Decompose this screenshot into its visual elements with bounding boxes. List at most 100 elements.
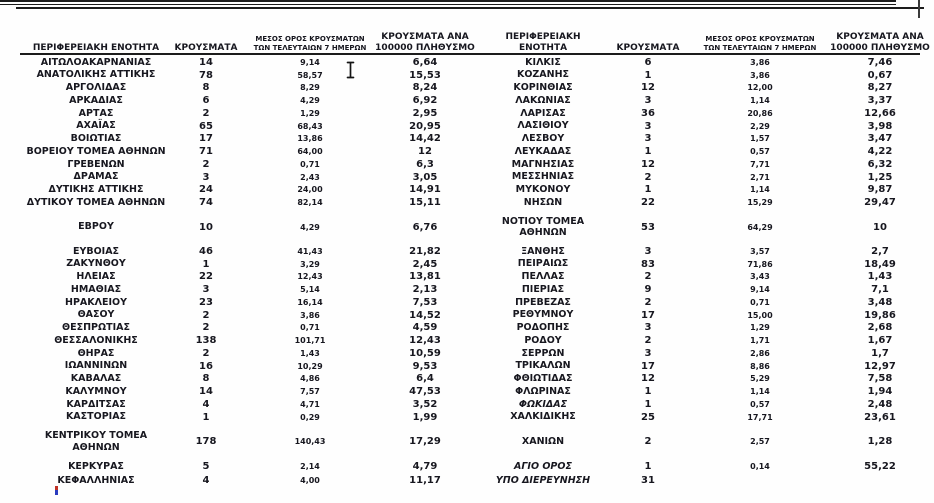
- table-row: ΑΙΤΩΛΟΑΚΑΡΝΑΝΙΑΣ 14 9,14 6,64 ΚΙΛΚΙΣ 6 3,86 7,4…: [20, 56, 920, 69]
- right-region-cell: ΠΙΕΡΙΑΣ: [521, 283, 565, 295]
- right-region-cell: ΦΘΙΩΤΙΔΑΣ: [513, 373, 573, 385]
- right-region-cell: ΥΠΟ ΔΙΕΡΕΥΝΗΣΗ: [495, 475, 591, 487]
- right-avg7-cell: 2,57: [750, 437, 770, 446]
- left-per100k-cell: 3,05: [412, 171, 438, 183]
- right-avg7-cell: 0,14: [750, 462, 770, 472]
- right-cases-cell: 9: [644, 284, 652, 296]
- right-region-cell: ΛΕΥΚΑΔΑΣ: [514, 145, 572, 157]
- left-region-cell: ΘΕΣΠΡΩΤΙΑΣ: [62, 322, 130, 334]
- left-per100k-cell: 2,13: [412, 284, 438, 296]
- right-per100k-cell: 19,86: [864, 309, 896, 321]
- left-avg7-cell: 64,00: [297, 147, 323, 157]
- left-per100k-cell: 20,95: [409, 120, 441, 132]
- right-avg7-cell: 1,14: [750, 387, 770, 397]
- right-cases-cell: 2: [644, 271, 652, 283]
- left-per100k-cell: 8,24: [412, 82, 438, 94]
- table-body: ΑΙΤΩΛΟΑΚΑΡΝΑΝΙΑΣ 14 9,14 6,64 ΚΙΛΚΙΣ 6 3,86 7,4…: [20, 56, 920, 488]
- left-avg7-cell: 4,29: [300, 96, 320, 106]
- right-avg7-cell: 20,86: [747, 108, 773, 118]
- table-row: ΚΑΣΤΟΡΙΑΣ 1 0,29 1,99 ΧΑΛΚΙΔΙΚΗΣ 25 17,71 23,61: [20, 411, 920, 424]
- table-header: ΠΕΡΙΦΕΡΕΙΑΚΗ ΕΝΟΤΗΤΑ ΚΡΟΥΣΜΑΤΑ ΜΕΣΟΣ ΟΡΟ…: [20, 26, 930, 53]
- left-cases-cell: 1: [202, 258, 210, 270]
- table-row: ΗΡΑΚΛΕΙΟΥ 23 16,14 7,53 ΠΡΕΒΕΖΑΣ 2 0,71 3,48: [20, 296, 920, 309]
- right-per100k-cell: 7,58: [867, 373, 893, 385]
- left-avg7-cell: 10,29: [297, 361, 323, 371]
- bottom-double-rule: [0, 0, 896, 5]
- left-per100k-cell: 6,76: [412, 221, 438, 233]
- left-cases-cell: 6: [202, 95, 210, 107]
- right-per100k-cell: 9,87: [867, 184, 893, 196]
- left-avg7-cell: 4,71: [300, 399, 320, 409]
- right-cases-cell: 3: [644, 245, 652, 257]
- left-cases-cell: 65: [199, 120, 213, 132]
- right-cases-cell: 1: [644, 398, 652, 410]
- table-row: ΗΛΕΙΑΣ 22 12,43 13,81 ΠΕΛΛΑΣ 2 3,43 1,43: [20, 271, 920, 284]
- left-per100k-cell: 2,45: [412, 258, 438, 270]
- right-cases-cell: 1: [644, 69, 652, 81]
- right-region-cell: ΑΓΙΟ ΟΡΟΣ: [514, 460, 572, 472]
- left-region-cell: ΔΥΤΙΚΗΣ ΑΤΤΙΚΗΣ: [48, 184, 144, 196]
- left-avg7-cell: 3,86: [300, 310, 320, 320]
- table-row: ΑΡΓΟΛΙΔΑΣ 8 8,29 8,24 ΚΟΡΙΝΘΙΑΣ 12 12,00 8,27: [20, 82, 920, 95]
- left-avg7-cell: 0,71: [300, 323, 320, 333]
- right-per100k-cell: 2,68: [867, 322, 893, 334]
- header-right-region: ΠΕΡΙΦΕΡΕΙΑΚΗ ΕΝΟΤΗΤΑ: [505, 32, 581, 53]
- right-region-cell: ΛΑΣΙΘΙΟΥ: [517, 120, 569, 132]
- right-region-cell: ΡΟΔΟΠΗΣ: [516, 322, 570, 334]
- left-avg7-cell: 68,43: [297, 121, 323, 131]
- right-region-cell: ΜΕΣΣΗΝΙΑΣ: [511, 171, 575, 183]
- right-per100k-cell: 29,47: [864, 197, 896, 209]
- right-cases-cell: 6: [644, 56, 652, 68]
- right-cases-cell: 1: [644, 146, 652, 158]
- left-avg7-cell: 2,43: [300, 172, 320, 182]
- right-avg7-cell: 0,71: [750, 297, 770, 307]
- table-row: ΚΕΦΑΛΛΗΝΙΑΣ 4 4,00 11,17 ΥΠΟ ΔΙΕΡΕΥΝΗΣΗ 31: [20, 474, 920, 488]
- right-avg7-cell: 3,86: [750, 57, 770, 67]
- right-region-cell: ΚΟΡΙΝΘΙΑΣ: [513, 82, 573, 94]
- right-avg7-cell: 2,71: [750, 172, 770, 182]
- table-row: ΑΡΤΑΣ 2 1,29 2,95 ΛΑΡΙΣΑΣ 36 20,86 12,66: [20, 107, 920, 120]
- right-cases-cell: 12: [641, 373, 655, 385]
- right-cases-cell: 1: [644, 461, 652, 473]
- left-per100k-cell: 15,11: [409, 197, 441, 209]
- right-per100k-cell: 1,94: [867, 386, 893, 398]
- right-avg7-cell: 1,14: [750, 96, 770, 106]
- left-per100k-cell: 12,43: [409, 335, 441, 347]
- left-region-cell: ΑΝΑΤΟΛΙΚΗΣ ΑΤΤΙΚΗΣ: [36, 69, 156, 81]
- left-cases-cell: 2: [202, 322, 210, 334]
- right-per100k-cell: 55,22: [864, 461, 896, 473]
- right-per100k-cell: 2,48: [867, 398, 893, 410]
- right-cases-cell: 12: [641, 158, 655, 170]
- left-cases-cell: 14: [199, 56, 213, 68]
- table-row: ΚΕΡΚΥΡΑΣ 5 2,14 4,79 ΑΓΙΟ ΟΡΟΣ 1 0,14 55,22: [20, 460, 920, 474]
- left-cases-cell: 74: [199, 197, 213, 209]
- left-avg7-cell: 82,14: [297, 198, 323, 208]
- table-row: ΑΧΑΪΑΣ 65 68,43 20,95 ΛΑΣΙΘΙΟΥ 3 2,29 3,98: [20, 120, 920, 133]
- left-avg7-cell: 41,43: [297, 246, 323, 256]
- table-row: ΔΥΤΙΚΟΥ ΤΟΜΕΑ ΑΘΗΝΩΝ 74 82,14 15,11 ΝΗΣΩΝ 22 1…: [20, 196, 920, 209]
- left-region-cell: ΚΑΒΑΛΑΣ: [70, 373, 122, 385]
- header-right-per100k: ΚΡΟΥΣΜΑΤΑ ΑΝΑ 100000 ΠΛΗΘΥΣΜΟ: [830, 32, 930, 53]
- left-cases-cell: 2: [202, 158, 210, 170]
- left-region-cell: ΗΜΑΘΙΑΣ: [70, 283, 122, 295]
- right-per100k-cell: 12,66: [864, 107, 896, 119]
- left-avg7-cell: 1,43: [300, 348, 320, 358]
- left-cases-cell: 8: [202, 373, 210, 385]
- left-cases-cell: 2: [202, 107, 210, 119]
- right-region-cell: ΠΕΛΛΑΣ: [521, 271, 565, 283]
- right-per100k-cell: 1,43: [867, 271, 893, 283]
- right-region-cell: ΤΡΙΚΑΛΩΝ: [515, 360, 571, 372]
- left-cases-cell: 10: [199, 221, 213, 233]
- left-region-cell: ΑΡΤΑΣ: [78, 107, 114, 119]
- left-avg7-cell: 8,29: [300, 83, 320, 93]
- table-row: ΙΩΑΝΝΙΝΩΝ 16 10,29 9,53 ΤΡΙΚΑΛΩΝ 17 8,86 12,97: [20, 360, 920, 373]
- right-cases-cell: 17: [641, 309, 655, 321]
- right-avg7-cell: 15,00: [747, 310, 773, 320]
- text-cursor-icon: [346, 61, 355, 79]
- left-region-cell: ΘΕΣΣΑΛΟΝΙΚΗΣ: [54, 334, 138, 346]
- left-per100k-cell: 47,53: [409, 386, 441, 398]
- right-region-cell: ΝΗΣΩΝ: [523, 196, 563, 208]
- right-avg7-cell: 3,57: [750, 246, 770, 256]
- right-region-cell: ΛΑΚΩΝΙΑΣ: [515, 94, 571, 106]
- left-per100k-cell: 3,52: [412, 398, 438, 410]
